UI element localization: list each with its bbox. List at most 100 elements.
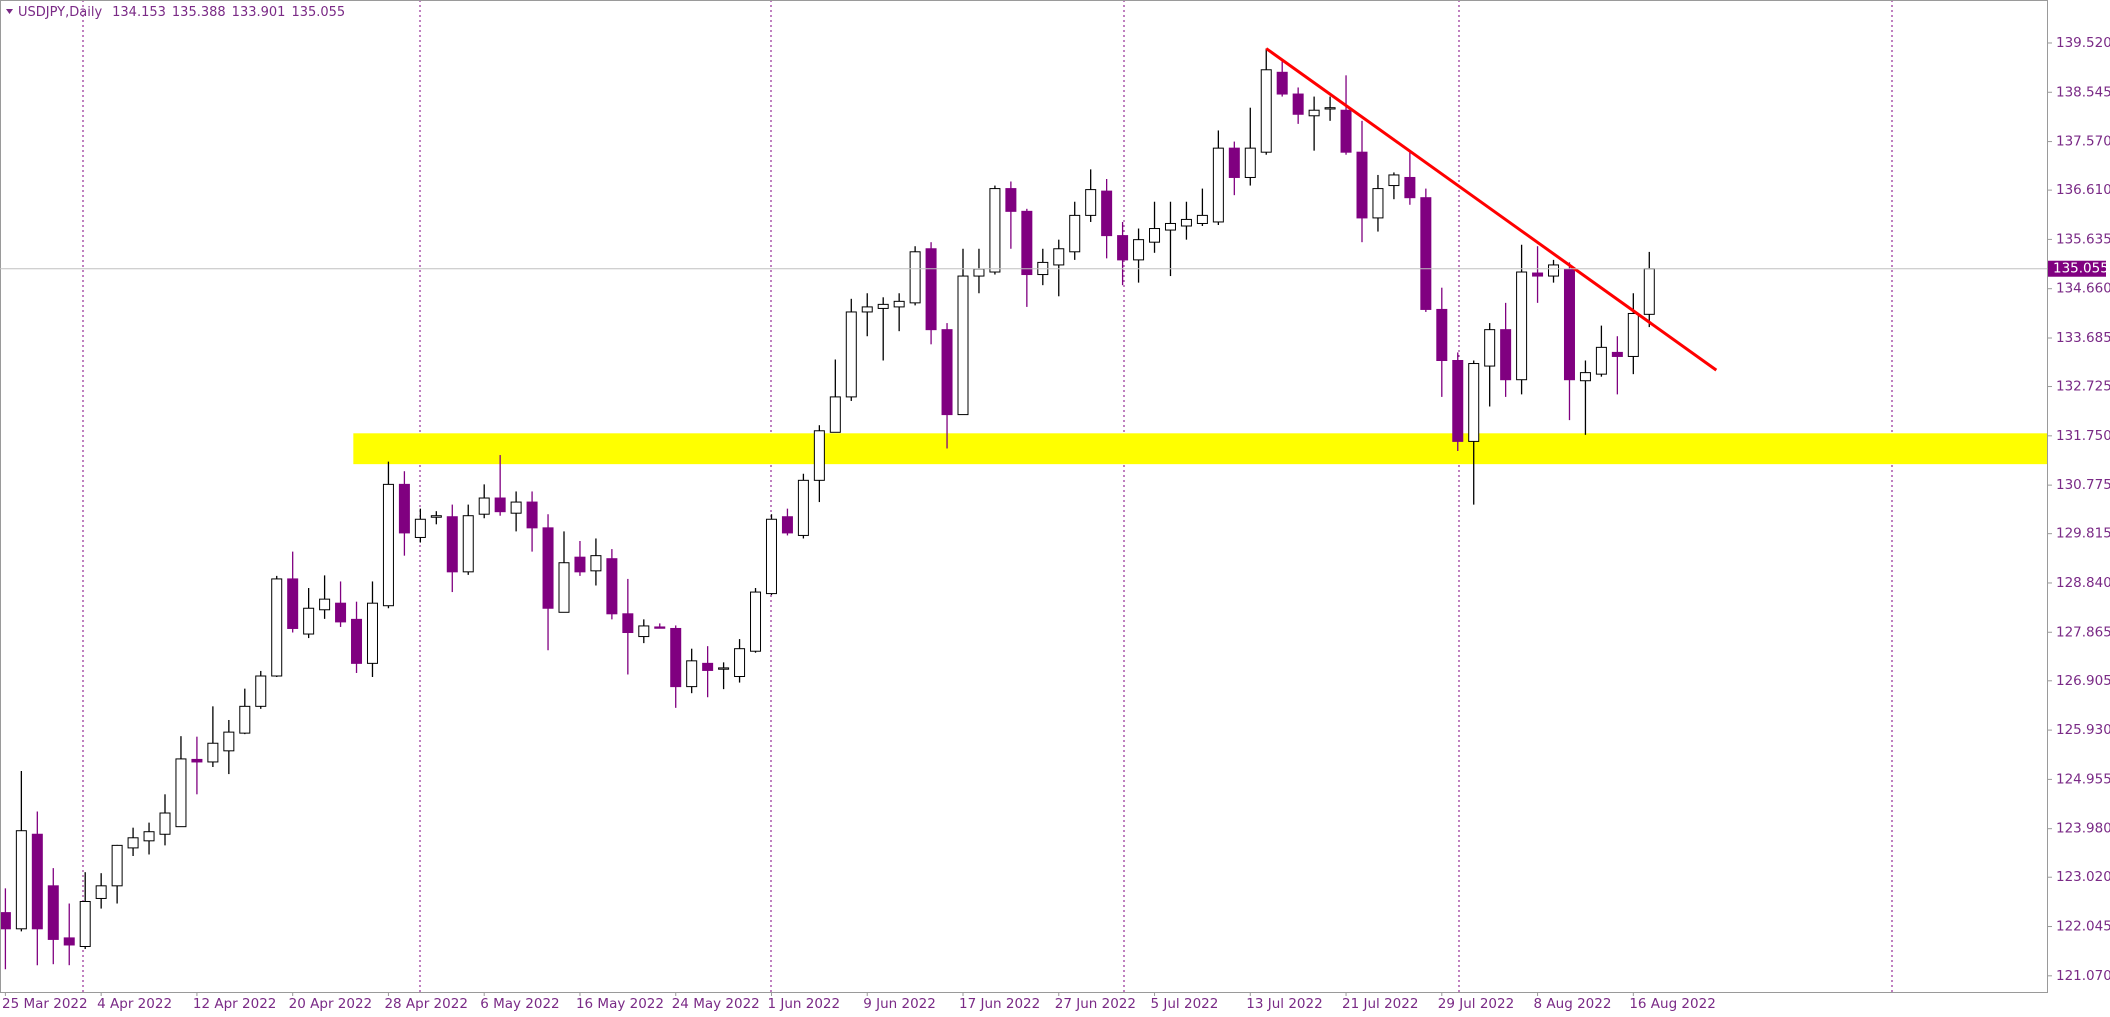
- x-tick-label: 13 Jul 2022: [1246, 996, 1322, 1012]
- x-tick-label: 9 Jun 2022: [863, 996, 936, 1012]
- candle-body: [909, 251, 921, 304]
- header-close: 135.055: [291, 5, 345, 20]
- candle-body: [1324, 107, 1336, 110]
- candle-body: [271, 578, 283, 677]
- candle-body: [351, 618, 363, 664]
- candle-body: [303, 607, 315, 635]
- candle-body: [1340, 109, 1352, 153]
- x-tick-label: 20 Apr 2022: [289, 996, 372, 1012]
- price-label-box: [2048, 260, 2106, 277]
- candle-body: [335, 602, 347, 623]
- y-tick-label: 130.775: [2056, 477, 2110, 493]
- candle-body: [63, 937, 75, 946]
- candle-body: [1149, 228, 1161, 243]
- y-tick-label: 139.520: [2056, 35, 2110, 51]
- plot-layer: [0, 47, 2047, 970]
- candle-body: [462, 515, 474, 573]
- x-tick-label: 1 Jun 2022: [767, 996, 840, 1012]
- y-tick-label: 123.020: [2056, 869, 2110, 885]
- candle-body: [127, 837, 139, 849]
- candle-body: [622, 613, 634, 634]
- candle-body: [1468, 363, 1480, 442]
- chart-title: USDJPY,Daily: [18, 5, 102, 20]
- plot-frame: [0, 0, 2048, 993]
- chart-header: USDJPY,Daily 134.153 135.388 133.901 135.055: [18, 5, 345, 20]
- candle-body: [829, 396, 841, 433]
- candle-body: [702, 662, 714, 671]
- y-tick-label: 129.815: [2056, 526, 2110, 542]
- y-tick-label: 134.660: [2056, 281, 2110, 297]
- candle-body: [366, 602, 378, 664]
- candle-body: [1388, 174, 1400, 187]
- candle-body: [1164, 222, 1176, 231]
- header-low: 133.901: [232, 5, 286, 20]
- x-tick-label: 4 Apr 2022: [97, 996, 172, 1012]
- candle-body: [941, 329, 953, 416]
- candle-body: [654, 626, 666, 629]
- candle-body: [1292, 93, 1304, 115]
- candle-body: [414, 518, 426, 538]
- candle-body: [638, 625, 650, 638]
- candle-body: [1101, 190, 1113, 237]
- candle-body: [750, 591, 762, 652]
- y-tick-label: 126.905: [2056, 673, 2110, 689]
- candle-body: [319, 598, 331, 611]
- x-tick-label: 29 Jul 2022: [1438, 996, 1514, 1012]
- candle-body: [1420, 197, 1432, 310]
- candle-body: [478, 497, 490, 515]
- x-tick-label: 16 May 2022: [576, 996, 664, 1012]
- candle-body: [765, 518, 777, 595]
- candle-body: [845, 311, 857, 398]
- support-zone: [353, 433, 2047, 465]
- candle-body: [813, 430, 825, 481]
- candle-body: [239, 705, 251, 734]
- candle-body: [893, 300, 905, 308]
- candle-body: [510, 501, 522, 514]
- candle-body: [1372, 188, 1384, 219]
- candle-body: [1548, 264, 1560, 277]
- header-open: 134.153: [112, 5, 166, 20]
- menu-arrow[interactable]: [6, 9, 13, 14]
- candle-body: [95, 885, 107, 899]
- candle-body: [398, 483, 410, 534]
- candle-body: [781, 516, 793, 534]
- candle-body: [79, 900, 91, 947]
- candle-body: [494, 497, 506, 513]
- candle-body: [1500, 329, 1512, 381]
- candle-body: [207, 742, 219, 763]
- candle-body: [1117, 235, 1129, 261]
- y-tick-label: 124.955: [2056, 771, 2110, 787]
- candle-body: [1133, 239, 1145, 261]
- candle-body: [1005, 188, 1017, 212]
- candle-body: [143, 831, 155, 842]
- price-label: 135.055: [2053, 261, 2109, 277]
- x-tick-label: 21 Jul 2022: [1342, 996, 1418, 1012]
- candle-body: [558, 562, 570, 613]
- candle-body: [31, 833, 43, 930]
- candle-body: [574, 556, 586, 573]
- x-tick-label: 24 May 2022: [672, 996, 760, 1012]
- y-tick-label: 138.545: [2056, 84, 2110, 100]
- y-tick-label: 137.570: [2056, 134, 2110, 150]
- candle-body: [1021, 210, 1033, 276]
- candle-body: [175, 758, 187, 828]
- candle-body: [877, 303, 889, 309]
- candle-body: [957, 275, 969, 416]
- candle-body: [287, 578, 299, 629]
- candle-body: [1244, 147, 1256, 178]
- candle-body: [1452, 359, 1464, 442]
- candle-body: [1643, 268, 1655, 315]
- candle-body: [797, 479, 809, 536]
- y-tick-label: 128.840: [2056, 575, 2110, 591]
- candle-body: [670, 627, 682, 688]
- x-tick-label: 17 Jun 2022: [959, 996, 1040, 1012]
- candle-body: [1212, 147, 1224, 223]
- candle-body: [989, 188, 1001, 273]
- candle-body: [430, 515, 442, 518]
- candle-body: [47, 885, 59, 940]
- candle-body: [1436, 308, 1448, 361]
- candle-body: [861, 306, 873, 313]
- x-tick-label: 25 Mar 2022: [2, 996, 88, 1012]
